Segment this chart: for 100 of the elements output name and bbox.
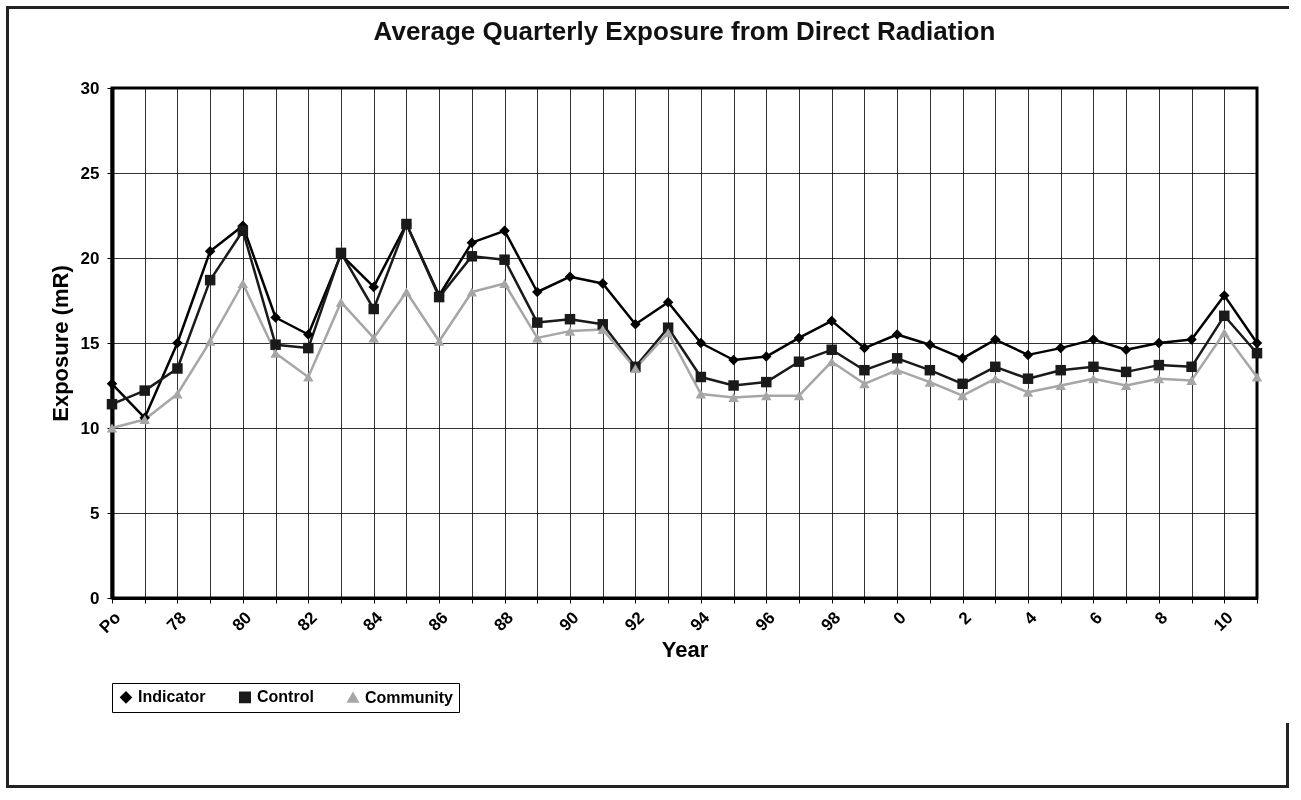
x-tick-label: 94 [686,607,714,635]
point [1022,349,1034,361]
point [1251,347,1263,359]
point [532,333,543,343]
y-tick-label: 30 [80,78,100,98]
point [270,312,281,323]
point [270,348,281,358]
x-tick-label: 84 [359,607,387,635]
point [499,278,510,289]
point [793,332,805,344]
legend-label: Control [257,688,314,706]
point [990,361,1001,373]
point [172,363,183,374]
x-tick-label: 90 [555,608,583,635]
point [1153,337,1165,349]
point [466,237,478,248]
point [532,286,543,298]
point [1055,364,1066,376]
x-tick-label: 0 [889,608,910,629]
point [957,378,968,390]
y-tick-label: 10 [80,418,100,438]
point [662,328,674,338]
point [499,225,510,237]
point [728,392,739,402]
point [1186,361,1197,373]
point [793,356,805,367]
point [1088,374,1099,384]
point [761,376,772,388]
point [924,364,936,376]
point [695,371,707,383]
x-tick-label: 88 [490,608,518,635]
point [793,391,805,401]
y-tick-label: 5 [90,503,100,523]
point [1120,380,1132,391]
x-tick-label: 92 [621,608,648,635]
point [957,391,968,401]
y-tick-label: 25 [80,163,100,183]
point [270,339,281,350]
x-tick-label: 80 [228,608,256,635]
y-tick-label: 0 [90,588,100,608]
point [924,339,936,350]
point [368,303,379,315]
point [728,380,739,391]
x-tick-label: 78 [163,608,190,635]
y-tick-label: 20 [80,248,100,268]
point [139,385,150,396]
chart-title: Average Quarterly Exposure from Direct Radiation [373,16,996,46]
x-tick-label: 8 [1151,608,1172,629]
point [826,344,837,356]
x-tick-label: 86 [424,608,452,635]
x-tick-label: 96 [751,608,779,635]
x-tick-label: 2 [954,608,976,629]
point [597,324,608,334]
point [466,251,478,262]
point [499,254,510,265]
point [368,333,379,343]
point [1251,372,1263,382]
point [1219,328,1230,338]
legend-label: Community [365,688,454,706]
point [564,326,576,336]
point [1055,380,1066,391]
point [564,313,576,325]
y-axis-title: Exposure (mR) [47,265,73,422]
x-tick-label: 82 [293,608,321,635]
x-tick-label: 10 [1209,608,1237,635]
point [826,357,837,367]
point [335,297,347,307]
point [662,296,674,308]
point [1088,334,1099,345]
point [106,398,118,410]
point [368,281,379,293]
x-tick-label: 98 [817,608,845,635]
x-tick-label: 4 [1020,607,1041,629]
point [859,364,870,376]
point [891,329,903,340]
point [630,319,641,330]
point [204,274,216,286]
point [172,389,183,399]
point [237,278,249,289]
point [466,287,478,297]
point [172,337,183,349]
point [1055,342,1066,354]
point [990,334,1001,345]
point [761,351,772,362]
point [695,337,707,349]
legend-label: Indicator [138,688,206,706]
point [1186,375,1197,385]
point [957,353,968,364]
point [859,342,870,354]
point [1186,334,1197,345]
point [204,245,216,257]
x-tick-label: 6 [1085,608,1106,629]
point [924,377,936,387]
point [761,391,772,401]
point [237,225,249,237]
point [1153,359,1165,371]
point [401,287,412,297]
point [1120,366,1132,378]
point [891,365,903,375]
x-tick-label: Po [95,608,125,637]
